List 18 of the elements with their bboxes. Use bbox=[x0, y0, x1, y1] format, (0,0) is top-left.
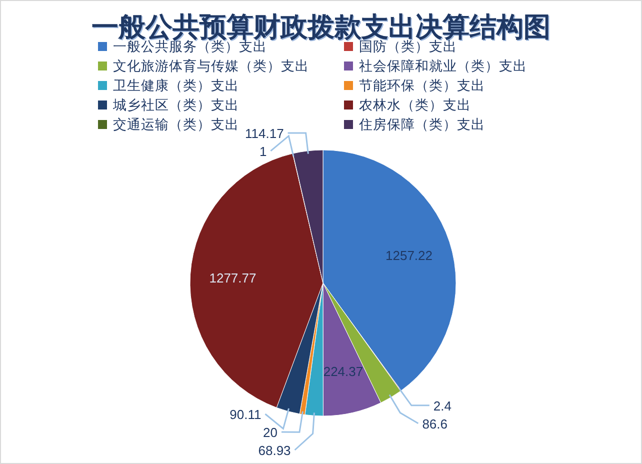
data-label: 114.17 bbox=[245, 126, 284, 141]
legend-label: 交通运输（类）支出 bbox=[113, 117, 239, 132]
legend-label: 住房保障（类）支出 bbox=[358, 117, 485, 132]
legend-label: 节能环保（类）支出 bbox=[359, 78, 485, 93]
legend-label: 卫生健康（类）支出 bbox=[113, 78, 239, 93]
legend-label: 城乡社区（类）支出 bbox=[112, 98, 239, 112]
data-label: 1277.77 bbox=[209, 270, 256, 286]
data-label: 68.93 bbox=[258, 443, 291, 458]
data-label: 2.4 bbox=[433, 398, 452, 414]
data-label: 20 bbox=[263, 425, 278, 440]
data-label: 224.37 bbox=[323, 364, 364, 380]
legend-label: 社会保障和就业（类）支出 bbox=[359, 58, 527, 74]
data-label: 86.6 bbox=[422, 416, 448, 432]
data-label: 1 bbox=[259, 144, 267, 159]
data-label: 90.11 bbox=[230, 407, 262, 422]
legend-label: 农林水（类）支出 bbox=[359, 98, 471, 112]
legend-label: 文化旅游体育与传媒（类）支出 bbox=[113, 58, 309, 74]
data-label: 1257.22 bbox=[386, 248, 433, 264]
